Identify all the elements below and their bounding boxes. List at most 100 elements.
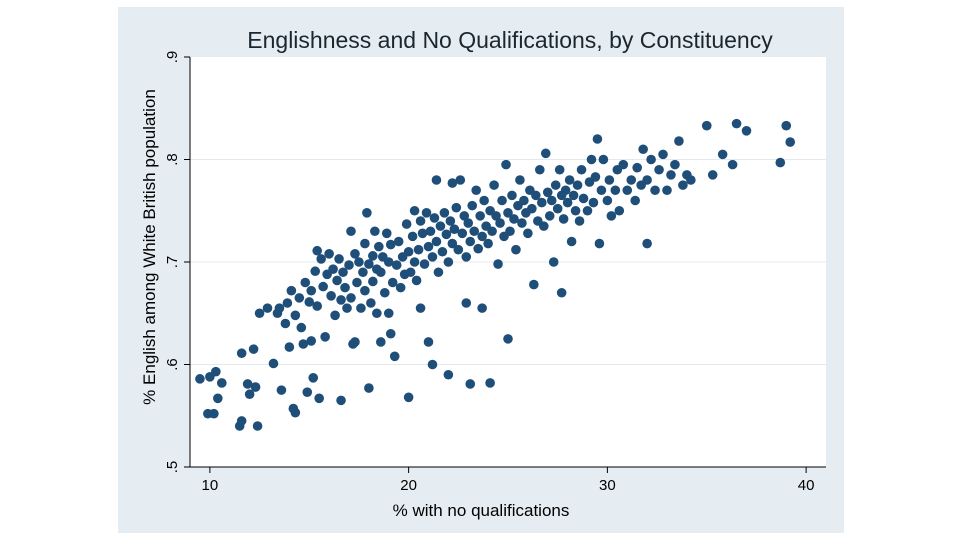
data-point bbox=[300, 277, 311, 288]
data-point bbox=[274, 303, 285, 313]
data-point bbox=[451, 202, 462, 213]
data-point bbox=[314, 393, 324, 404]
data-point bbox=[741, 126, 752, 136]
data-point bbox=[304, 297, 315, 307]
x-tick-label: 10 bbox=[202, 477, 219, 494]
data-point bbox=[658, 149, 668, 160]
data-point bbox=[405, 267, 416, 278]
data-point bbox=[622, 185, 633, 196]
data-point bbox=[678, 180, 688, 190]
data-point bbox=[316, 254, 326, 264]
data-point bbox=[252, 421, 263, 431]
data-point bbox=[443, 257, 454, 267]
data-point bbox=[457, 228, 468, 239]
data-point bbox=[346, 226, 356, 237]
data-point bbox=[519, 195, 529, 206]
data-point bbox=[280, 318, 291, 329]
data-point bbox=[781, 120, 792, 131]
data-point bbox=[461, 298, 472, 308]
data-point bbox=[366, 298, 376, 308]
data-point bbox=[707, 170, 718, 180]
data-point bbox=[328, 264, 338, 274]
data-point bbox=[308, 373, 319, 383]
data-point bbox=[393, 236, 404, 247]
data-point bbox=[284, 342, 295, 352]
data-point bbox=[425, 226, 436, 237]
data-point bbox=[236, 348, 247, 359]
data-point bbox=[590, 172, 601, 182]
data-point bbox=[306, 336, 317, 346]
data-point bbox=[727, 159, 738, 170]
data-point bbox=[312, 245, 322, 256]
data-point bbox=[290, 407, 301, 418]
data-point bbox=[242, 379, 253, 389]
data-point bbox=[614, 205, 625, 216]
data-point bbox=[785, 137, 796, 147]
data-point bbox=[556, 287, 567, 298]
data-point bbox=[236, 416, 247, 426]
data-point bbox=[558, 214, 569, 224]
data-point bbox=[385, 328, 396, 339]
chart-title: Englishness and No Qualifications, by Co… bbox=[247, 27, 773, 53]
data-point bbox=[491, 211, 501, 221]
data-point bbox=[431, 236, 442, 247]
data-point bbox=[650, 185, 660, 196]
data-point bbox=[626, 175, 637, 185]
data-point bbox=[542, 187, 553, 198]
data-point bbox=[568, 190, 579, 201]
data-point bbox=[523, 228, 533, 239]
data-point bbox=[248, 344, 259, 354]
data-point bbox=[403, 246, 414, 257]
data-point bbox=[368, 276, 378, 287]
data-point bbox=[324, 249, 334, 259]
data-point bbox=[294, 293, 305, 303]
data-point bbox=[312, 301, 322, 311]
data-point bbox=[306, 285, 317, 296]
data-point bbox=[330, 310, 340, 321]
data-point bbox=[540, 148, 551, 159]
data-point bbox=[465, 236, 476, 247]
data-point bbox=[503, 334, 513, 344]
scatter-chart: Englishness and No Qualifications, by Co… bbox=[140, 27, 826, 520]
data-point bbox=[250, 382, 261, 392]
data-point bbox=[415, 216, 426, 226]
data-point bbox=[290, 310, 301, 321]
data-point bbox=[574, 216, 585, 226]
x-axis-title: % with no qualifications bbox=[393, 501, 570, 520]
y-axis-title: % English among White British population bbox=[140, 89, 159, 405]
data-point bbox=[459, 211, 470, 221]
data-point bbox=[477, 303, 487, 313]
data-point bbox=[479, 195, 489, 206]
data-point bbox=[562, 197, 573, 208]
data-point bbox=[376, 337, 386, 347]
x-tick-label: 30 bbox=[599, 477, 616, 494]
data-point bbox=[429, 213, 440, 223]
data-point bbox=[427, 252, 438, 262]
data-point bbox=[572, 180, 583, 190]
data-point bbox=[495, 218, 505, 228]
data-point bbox=[638, 144, 648, 155]
data-point bbox=[407, 231, 418, 242]
data-point bbox=[379, 287, 390, 298]
data-point bbox=[717, 149, 728, 160]
data-point bbox=[548, 257, 559, 267]
data-point bbox=[364, 383, 374, 393]
y-tick-label: .7 bbox=[164, 256, 181, 269]
data-point bbox=[578, 193, 589, 204]
data-point bbox=[536, 197, 547, 208]
data-point bbox=[296, 322, 307, 333]
data-point bbox=[588, 197, 599, 208]
data-point bbox=[431, 175, 442, 185]
data-point bbox=[401, 219, 412, 229]
data-point bbox=[427, 359, 438, 370]
data-point bbox=[350, 337, 360, 347]
data-point bbox=[385, 239, 396, 250]
data-point bbox=[618, 159, 629, 170]
data-point bbox=[334, 254, 344, 264]
data-point bbox=[455, 175, 466, 185]
data-point bbox=[554, 164, 565, 175]
data-point bbox=[453, 244, 464, 255]
data-point bbox=[473, 243, 483, 254]
data-point bbox=[546, 195, 557, 206]
data-point bbox=[503, 208, 513, 218]
